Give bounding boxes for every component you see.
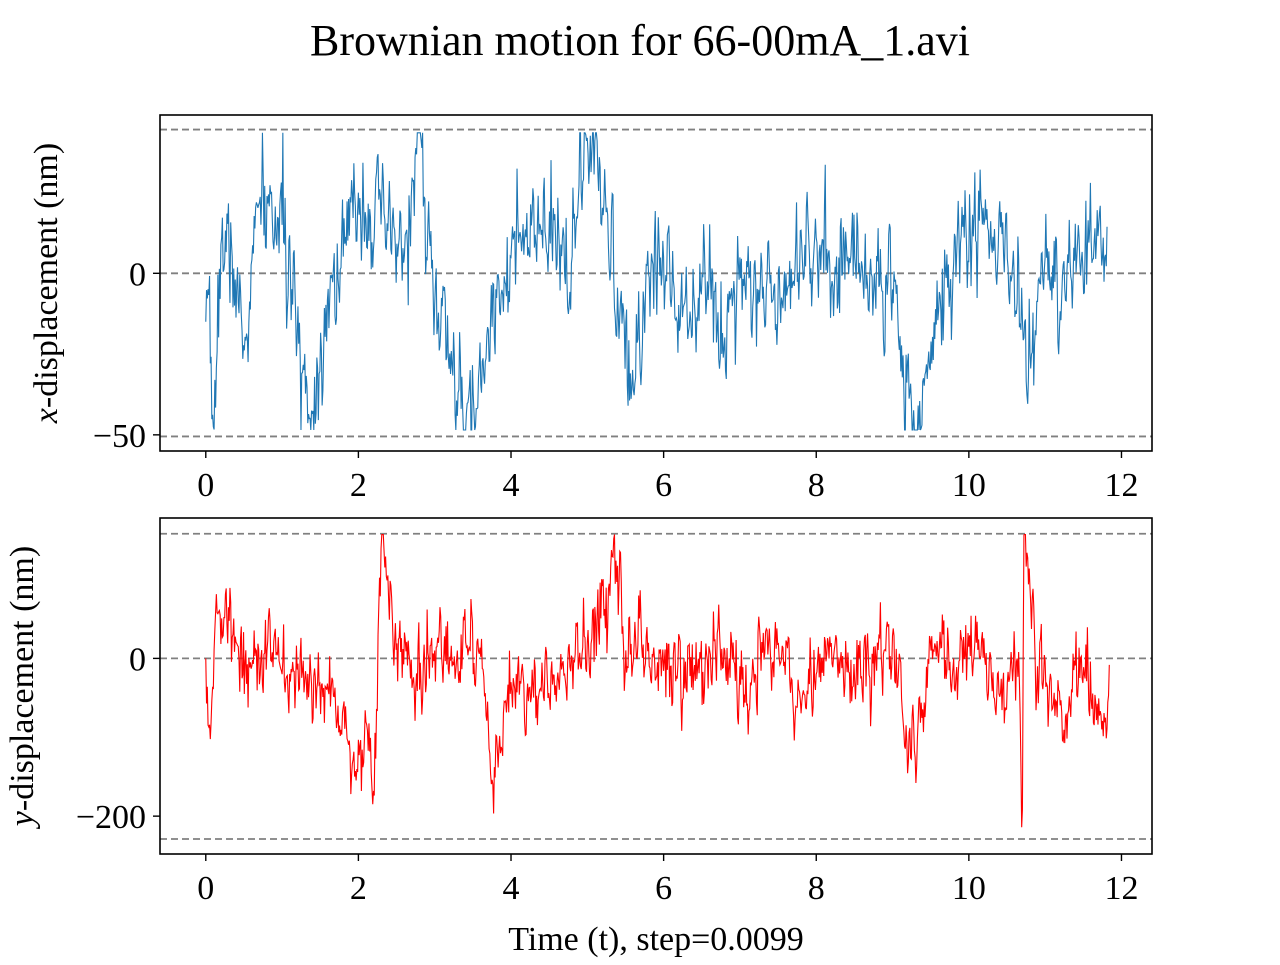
y-panel-xtick-label-2: 4 bbox=[503, 870, 520, 907]
x-panel-xtick-label-2: 4 bbox=[503, 467, 520, 504]
y-panel-xtick-label-1: 2 bbox=[350, 870, 367, 907]
x-panel-xtick-label-6: 12 bbox=[1104, 467, 1138, 504]
y-panel-xtick-label-3: 6 bbox=[655, 870, 672, 907]
y-panel-ytick-label-1: −200 bbox=[76, 799, 146, 836]
y-panel-xtick-label-6: 12 bbox=[1104, 870, 1138, 907]
y-displacement-ylabel: y-displacement (nm) bbox=[4, 546, 41, 829]
y-displacement-panel: 0 2 4 6 8 10 12 0 −200 y-displacement (nm) bbox=[4, 517, 1153, 907]
x-displacement-series bbox=[205, 132, 1108, 431]
x-displacement-panel: 0 2 4 6 8 10 12 0 −50 x-displacement (nm) bbox=[28, 114, 1153, 504]
figure-title: Brownian motion for 66-00mA_1.avi bbox=[310, 16, 970, 65]
y-ylabel-variable: y bbox=[4, 810, 41, 829]
x-ylabel-text: -displacement (nm) bbox=[28, 143, 65, 408]
y-ylabel-text: -displacement (nm) bbox=[4, 546, 41, 811]
time-xlabel: Time (t), step=0.0099 bbox=[508, 921, 804, 958]
x-panel-ytick-label-0: 0 bbox=[129, 256, 146, 293]
y-panel-xtick-label-4: 8 bbox=[808, 870, 825, 907]
y-panel-ytick-label-0: 0 bbox=[129, 641, 146, 678]
x-panel-xtick-label-5: 10 bbox=[952, 467, 986, 504]
x-panel-xtick-label-0: 0 bbox=[197, 467, 214, 504]
x-panel-xtick-label-3: 6 bbox=[655, 467, 672, 504]
x-panel-ytick-label-1: −50 bbox=[93, 418, 146, 455]
x-displacement-axes-frame bbox=[159, 114, 1153, 452]
y-panel-xtick-label-5: 10 bbox=[952, 870, 986, 907]
x-panel-xtick-label-4: 8 bbox=[808, 467, 825, 504]
x-ylabel-variable: x bbox=[28, 408, 65, 424]
y-displacement-series bbox=[205, 534, 1110, 828]
y-panel-xtick-label-0: 0 bbox=[197, 870, 214, 907]
x-displacement-ylabel: x-displacement (nm) bbox=[28, 143, 65, 424]
y-displacement-axes-frame bbox=[159, 517, 1153, 855]
x-panel-xtick-label-1: 2 bbox=[350, 467, 367, 504]
